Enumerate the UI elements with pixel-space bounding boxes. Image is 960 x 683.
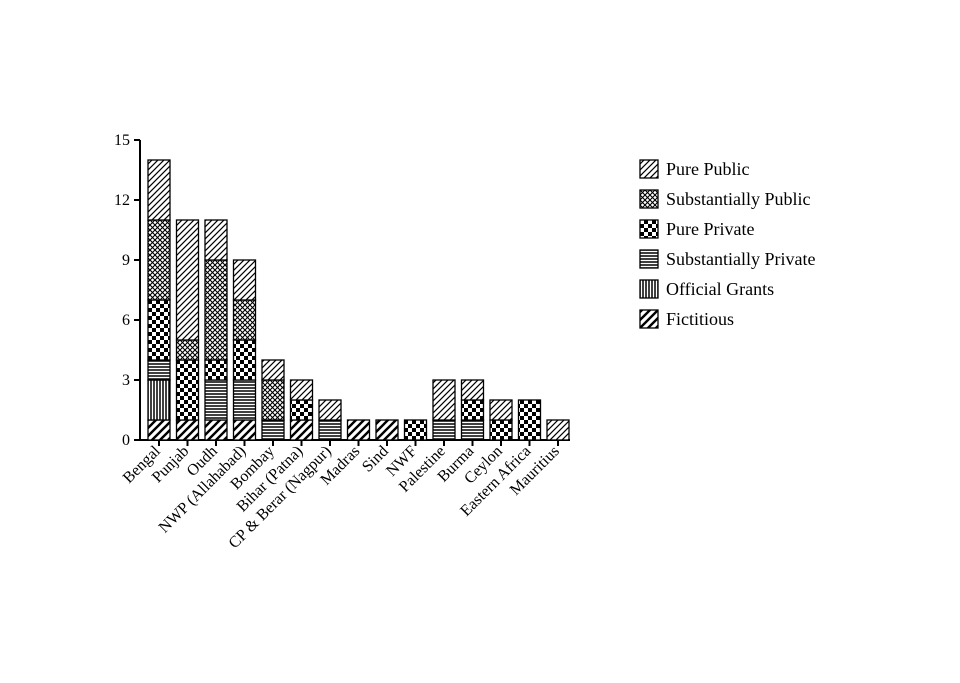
bar-segment	[177, 220, 199, 340]
y-tick-label: 0	[122, 432, 130, 449]
bar-segment	[148, 360, 170, 380]
bar-segment	[205, 260, 227, 360]
bar-segment	[519, 400, 541, 440]
legend-label: Substantially Public	[666, 189, 811, 209]
bar-segment	[205, 380, 227, 420]
bar-segment	[433, 420, 455, 440]
bar-segment	[262, 360, 284, 380]
bar-segment	[205, 420, 227, 440]
legend-swatch	[640, 220, 658, 238]
bar-segment	[462, 400, 484, 420]
y-tick-label: 3	[122, 372, 130, 389]
bar-segment	[490, 400, 512, 420]
legend-label: Substantially Private	[666, 249, 815, 269]
bar-segment	[405, 420, 427, 440]
y-tick-label: 12	[114, 192, 130, 209]
bar-segment	[490, 420, 512, 440]
bar-segment	[462, 420, 484, 440]
bar-segment	[234, 380, 256, 420]
bar-segment	[234, 420, 256, 440]
bar-segment	[433, 380, 455, 420]
legend-label: Fictitious	[666, 309, 734, 329]
bar-segment	[234, 260, 256, 300]
bar-segment	[177, 360, 199, 420]
bar-segment	[462, 380, 484, 400]
bar-segment	[177, 420, 199, 440]
bar-segment	[205, 360, 227, 380]
bar-segment	[205, 220, 227, 260]
bar-segment	[291, 400, 313, 420]
legend-label: Pure Public	[666, 159, 750, 179]
legend-swatch	[640, 160, 658, 178]
bar-segment	[262, 420, 284, 440]
y-tick-label: 9	[122, 252, 130, 269]
bar-segment	[148, 420, 170, 440]
legend-swatch	[640, 280, 658, 298]
bar-segment	[177, 340, 199, 360]
bar-segment	[319, 420, 341, 440]
legend-label: Official Grants	[666, 279, 774, 299]
legend-label: Pure Private	[666, 219, 754, 239]
bar-segment	[262, 380, 284, 420]
legend-swatch	[640, 190, 658, 208]
stacked-bar-chart: 03691215BengalPunjabOudhNWP (Allahabad)B…	[0, 0, 960, 683]
bar-segment	[148, 160, 170, 220]
y-tick-label: 15	[114, 132, 130, 149]
bar-segment	[148, 220, 170, 300]
bar-segment	[319, 400, 341, 420]
bar-segment	[234, 340, 256, 380]
legend-swatch	[640, 250, 658, 268]
bar-segment	[148, 300, 170, 360]
bar-segment	[148, 380, 170, 420]
bar-segment	[376, 420, 398, 440]
bar-segment	[234, 300, 256, 340]
bar-segment	[291, 420, 313, 440]
bar-segment	[547, 420, 569, 440]
bar-segment	[348, 420, 370, 440]
bar-segment	[291, 380, 313, 400]
legend-swatch	[640, 310, 658, 328]
y-tick-label: 6	[122, 312, 130, 329]
